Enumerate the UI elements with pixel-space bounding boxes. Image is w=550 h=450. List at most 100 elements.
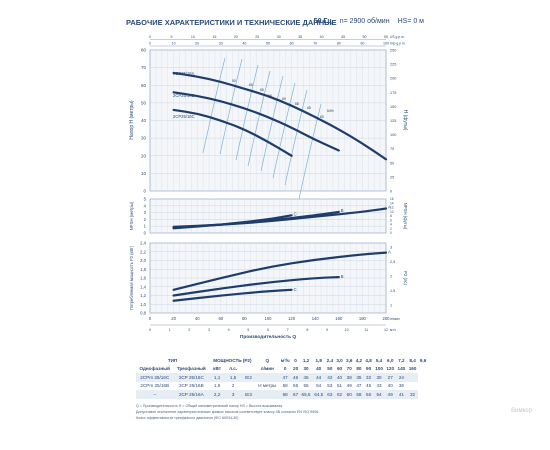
table-cell: 49: [384, 390, 396, 399]
table-head-cell: 50: [327, 366, 333, 372]
table-cell: 47: [356, 383, 362, 389]
power-y2tick: 1,5: [390, 289, 395, 293]
power-ytick: 1,8: [140, 267, 146, 272]
table-row: 2CPm 25/16C 2CP 25/16C 1,1 1,5 IE2 47 46 45 44 42…: [136, 373, 428, 382]
top-axis-unit: US g.p.m.: [390, 35, 405, 39]
table-cell: 38: [344, 373, 355, 382]
top-axis-tick: 10: [172, 42, 176, 46]
head-ytick: 30: [141, 136, 147, 141]
table-cell: 24: [395, 373, 407, 382]
power-curve-C: [172, 288, 293, 302]
page-title: РАБОЧИЕ ХАРАКТЕРИСТИКИ И ТЕХНИЧЕСКИЕ ДАН…: [126, 18, 337, 27]
table-cell: [407, 382, 418, 391]
top-axis-tick: 25: [255, 35, 259, 39]
head-curve-2CP25/16A: [172, 71, 388, 161]
power-xtick: 20: [171, 316, 176, 321]
efficiency-arc: [284, 89, 308, 186]
bottom-axis-tick: 7: [287, 328, 289, 332]
npsh-y2tick: 0: [390, 231, 392, 235]
power-xtick: 120: [288, 316, 296, 321]
power-xtick: 60: [218, 316, 223, 321]
power-ytick: 1,2: [140, 293, 146, 298]
npsh-y2tick: 8: [390, 214, 392, 218]
table-cell: 32: [406, 390, 419, 399]
npsh-y2tick: 4: [390, 223, 392, 227]
efficiency-label: 68: [295, 102, 299, 106]
footnotes: Q = Производительность H = Общий маномет…: [136, 403, 436, 422]
table-cell: 32: [363, 373, 374, 382]
top-axis-tick: 20: [234, 35, 238, 39]
table-head-cell: 120: [386, 366, 395, 372]
bottom-axis-tick: 6: [267, 328, 269, 332]
table-cell: IE2: [241, 373, 256, 382]
header-specs: 50 Гц n= 2900 об/мин HS= 0 м: [314, 18, 424, 25]
table-cell: [406, 373, 419, 382]
top-axis-unit: Imp g.p.m.: [390, 42, 406, 46]
table-cell: 56: [363, 390, 374, 399]
table-head-cell: ТИП: [167, 357, 178, 363]
npsh-y2tick: 12: [390, 206, 394, 210]
table-head-cell: Однофазный: [139, 366, 170, 372]
table-head-cell: 3,0: [336, 357, 343, 363]
efficiency-label: 60: [249, 83, 253, 87]
table-head-cell: 0: [294, 357, 297, 363]
table-cell: 2CPm 25/16C: [136, 373, 174, 382]
freq-label: 50 Гц: [313, 18, 332, 25]
head-y2tick: 125: [390, 119, 396, 123]
head-y2tick: 225: [390, 63, 396, 67]
head-ytick: 0: [143, 189, 146, 194]
npsh-ytick: 0: [144, 231, 147, 236]
table-head-cell: кВт: [213, 366, 221, 372]
table-head-cell: 30: [303, 366, 309, 372]
table-row: 2CPm 25/16B 2CP 25/16B 1,5 2 H метры 58 56 55 54…: [136, 382, 428, 391]
head-y2tick: 25: [390, 175, 394, 179]
power-ytick: 2,4: [140, 241, 146, 246]
power-xtick: 80: [242, 316, 247, 321]
table-row: –2CP 25/16A 2,2 3 IE3 68 67 65,5 64,5 63 62 60 58 56…: [136, 390, 428, 399]
top-axis-tick: 45: [341, 35, 345, 39]
table-head-cell: 90: [366, 366, 372, 372]
table-cell: 45: [366, 383, 372, 389]
table-head-cell: 5,4: [375, 357, 383, 363]
table-cell: 60: [344, 390, 355, 399]
table-head-cell: 8,4: [409, 357, 416, 363]
table-cell: –: [136, 390, 174, 399]
table-cell: 41: [395, 390, 407, 399]
top-axis-tick: 20: [195, 42, 199, 46]
table-cell: 56: [293, 383, 299, 389]
power-series-label: C: [294, 287, 297, 292]
table-cell: 42: [325, 373, 335, 382]
power-xtick: 200: [383, 316, 391, 321]
bottom-axis-tick: 9: [326, 328, 328, 332]
table-cell: 64,5: [312, 390, 326, 399]
table-cell: 2CPm 25/16B: [140, 383, 170, 389]
table-cell: 46: [291, 373, 300, 382]
top-axis-tick: 50: [266, 42, 270, 46]
power-xtick: 100: [265, 316, 273, 321]
efficiency-label: 69: [282, 97, 286, 101]
bottom-axis-tick: 5: [247, 328, 249, 332]
head-y2tick: 175: [390, 91, 396, 95]
top-axis-tick: 15: [212, 35, 216, 39]
head-curve-2CP25/16C: [172, 108, 293, 157]
efficiency-arc: [202, 57, 226, 154]
top-axis-tick: 100: [383, 42, 389, 46]
head-y2tick: 150: [390, 105, 396, 109]
table-head-cell: 4,8: [365, 357, 372, 363]
bottom-axis-tick: 10: [345, 328, 349, 332]
table-cell: [255, 373, 279, 382]
head-series-label: 2CP25/16A: [173, 71, 195, 76]
head-ylabel: Напор H (метры): [129, 100, 135, 139]
table-cell: 44: [312, 373, 326, 382]
power-ytick: 0,8: [140, 311, 146, 316]
npsh-y2tick: 6: [390, 218, 392, 222]
power-ytick: 1,6: [140, 276, 146, 281]
head-ytick: 70: [141, 65, 147, 70]
footnote: Q = Производительность H = Общий маномет…: [136, 404, 283, 408]
head-y2tick: 250: [390, 49, 396, 53]
power-xtick: 40: [195, 316, 200, 321]
table-cell: 30: [373, 373, 385, 382]
table-cell: 1,1: [209, 373, 226, 382]
